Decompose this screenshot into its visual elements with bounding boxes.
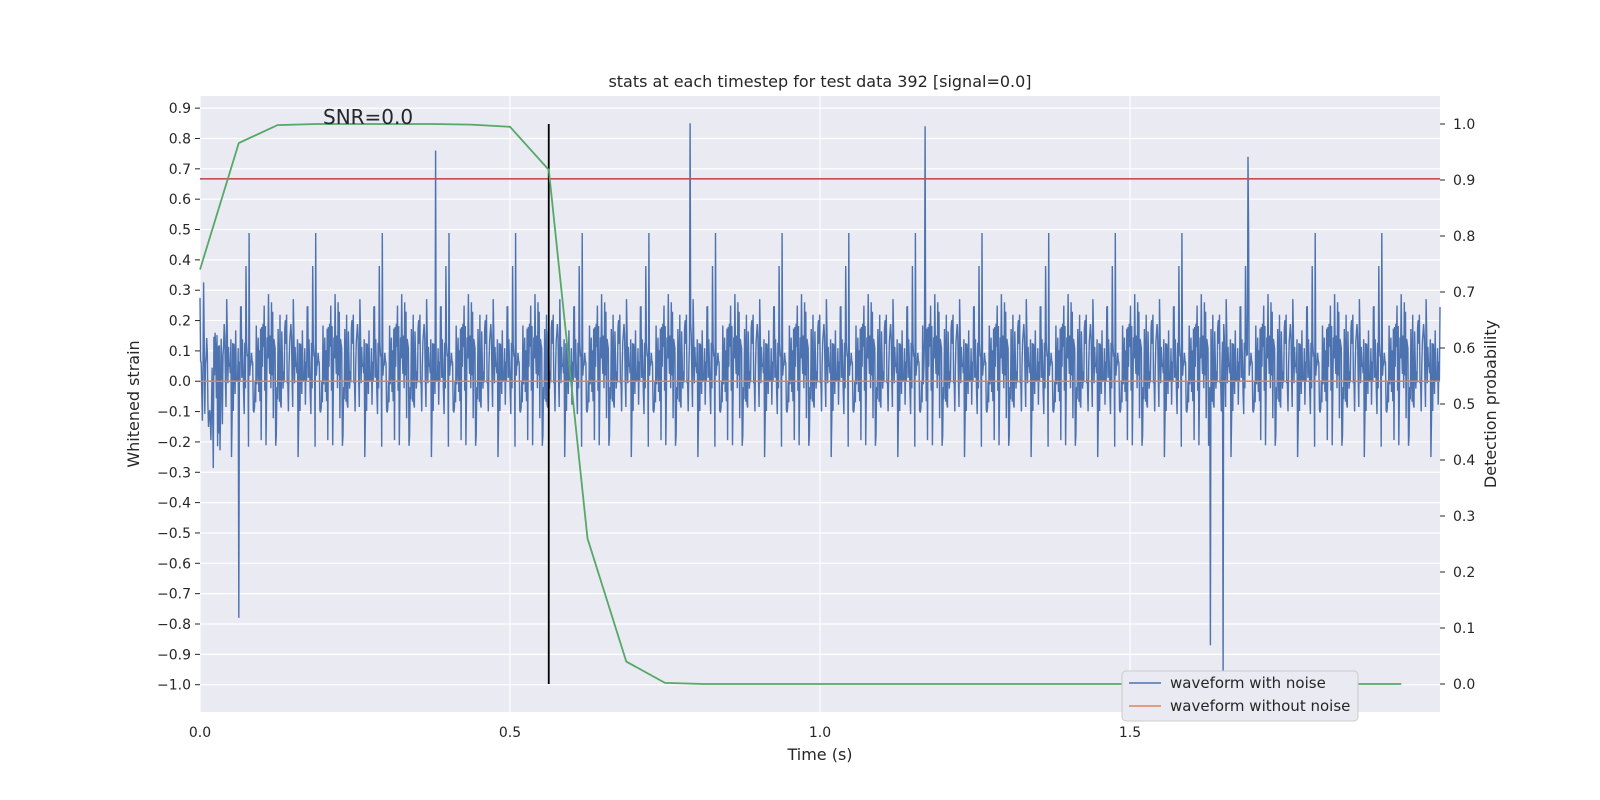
legend-label-clean: waveform without noise — [1170, 697, 1350, 715]
y-ticks: −1.0 −0.9 −0.8 −0.7 −0.6 −0.5 −0.4 −0.3 −0.2 −0.1… — [157, 101, 200, 694]
x-tick-label: 0.0 — [189, 725, 211, 741]
y-tick-label: 0.3 — [169, 283, 191, 299]
y2-tick-label: 0.0 — [1453, 677, 1475, 693]
y2-axis-label: Detection probability — [1481, 320, 1500, 488]
x-tick-label: 0.5 — [499, 725, 521, 741]
noise-layer — [199, 123, 1441, 676]
y-tick-label: 0.9 — [169, 101, 191, 117]
y-tick-label: 0.8 — [169, 131, 191, 147]
y-tick-label: −0.9 — [157, 647, 191, 663]
y-axis-label: Whitened strain — [124, 340, 143, 467]
lines — [199, 123, 1440, 685]
series-waveform-with-noise — [199, 123, 1441, 676]
y2-tick-label: 0.4 — [1453, 453, 1475, 469]
y2-tick-label: 0.8 — [1453, 229, 1475, 245]
x-tick-label: 1.0 — [809, 725, 831, 741]
y2-ticks: 0.0 0.1 0.2 0.3 0.4 0.5 0.6 0.7 0.8 0.9 1.0 — [1440, 117, 1475, 693]
y-tick-label: 0.4 — [169, 253, 191, 269]
y2-tick-label: 0.9 — [1453, 173, 1475, 189]
y-tick-label: −0.7 — [157, 587, 191, 603]
legend: waveform with noise waveform without noi… — [1121, 670, 1359, 722]
legend-label-noise: waveform with noise — [1170, 674, 1326, 692]
y-tick-label: 0.6 — [169, 192, 191, 208]
y-tick-label: −0.8 — [157, 617, 191, 633]
y2-tick-label: 0.7 — [1453, 285, 1475, 301]
y2-tick-label: 0.1 — [1453, 621, 1475, 637]
x-tick-label: 1.5 — [1119, 725, 1141, 741]
x-axis-label: Time (s) — [786, 745, 852, 764]
y-tick-label: 0.0 — [169, 374, 191, 390]
y-tick-label: −1.0 — [157, 678, 191, 694]
y2-tick-label: 0.2 — [1453, 565, 1475, 581]
y-tick-label: −0.4 — [157, 496, 191, 512]
y-tick-label: −0.2 — [157, 435, 191, 451]
y-tick-label: −0.3 — [157, 465, 191, 481]
y-tick-label: −0.6 — [157, 556, 191, 572]
y-tick-label: −0.1 — [157, 405, 191, 421]
y-tick-label: 0.5 — [169, 223, 191, 239]
legend-box — [1121, 670, 1359, 722]
y-tick-label: −0.5 — [157, 526, 191, 542]
y2-tick-label: 0.5 — [1453, 397, 1475, 413]
y-tick-label: 0.7 — [169, 162, 191, 178]
y-tick-label: 0.1 — [169, 344, 191, 360]
x-ticks: 0.0 0.5 1.0 1.5 — [189, 725, 1141, 741]
y2-tick-label: 0.6 — [1453, 341, 1475, 357]
chart-title: stats at each timestep for test data 392… — [608, 72, 1031, 91]
y2-tick-label: 1.0 — [1453, 117, 1475, 133]
y2-tick-label: 0.3 — [1453, 509, 1475, 525]
snr-annotation: SNR=0.0 — [323, 105, 413, 129]
y-tick-label: 0.2 — [169, 314, 191, 330]
